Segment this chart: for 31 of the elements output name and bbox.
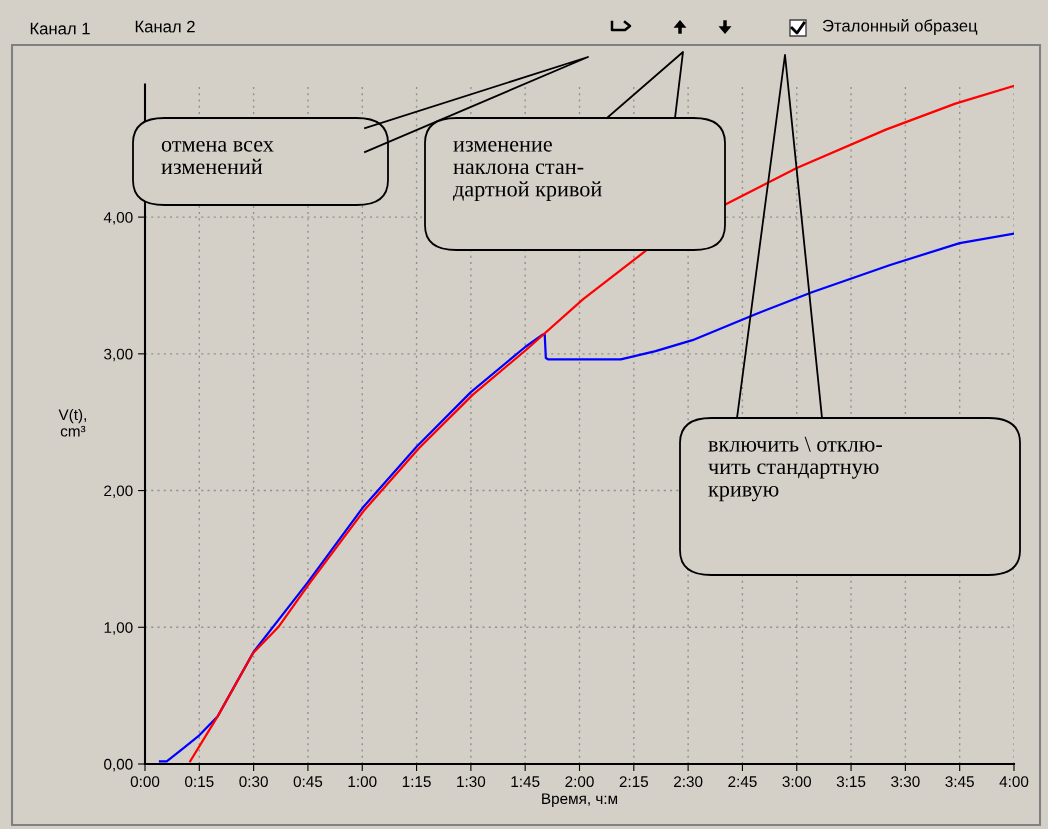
x-tick-label: 2:00 bbox=[565, 776, 594, 788]
y-axis-title: V(t), cm³ bbox=[58, 408, 86, 437]
y-tick-label: 2,00 bbox=[104, 485, 133, 499]
x-tick-label: 1:15 bbox=[402, 776, 431, 788]
x-tick-label: 2:45 bbox=[728, 776, 757, 788]
x-tick-label: 4:00 bbox=[999, 776, 1029, 788]
y-tick-label: 0,00 bbox=[104, 758, 133, 772]
x-tick-label: 3:30 bbox=[891, 776, 920, 788]
x-tick-label: 3:45 bbox=[945, 776, 974, 788]
x-tick-label: 0:15 bbox=[185, 776, 214, 788]
y-tick-label: 3,00 bbox=[104, 348, 133, 362]
x-tick-label: 1:00 bbox=[348, 776, 377, 788]
annotation: изменение наклона стан- дартной кривой bbox=[453, 140, 602, 202]
line-series bbox=[158, 232, 1014, 763]
x-axis-title: Время, ч:м bbox=[542, 793, 618, 808]
y-tick-label: 1,00 bbox=[104, 622, 133, 635]
text: Эталонный образец bbox=[822, 19, 978, 35]
text: Канал 2 bbox=[135, 20, 195, 33]
x-tick-label: 2:15 bbox=[619, 776, 649, 788]
x-tick-label: 2:30 bbox=[674, 776, 703, 788]
x-tick-label: 1:45 bbox=[511, 776, 540, 788]
x-tick-label: 0:30 bbox=[239, 776, 268, 788]
annotation: включить \ отклю- чить стандартную кривую bbox=[708, 436, 882, 502]
y-tick-label: 4,00 bbox=[103, 211, 133, 225]
annotation: отмена всех изменений bbox=[161, 140, 274, 175]
text: Канал 1 bbox=[30, 22, 90, 35]
x-tick-label: 0:45 bbox=[293, 776, 323, 788]
x-tick-label: 3:15 bbox=[836, 776, 866, 788]
x-tick-label: 3:00 bbox=[782, 776, 812, 788]
x-tick-label: 0:00 bbox=[130, 776, 160, 788]
x-tick-label: 1:30 bbox=[457, 776, 486, 788]
